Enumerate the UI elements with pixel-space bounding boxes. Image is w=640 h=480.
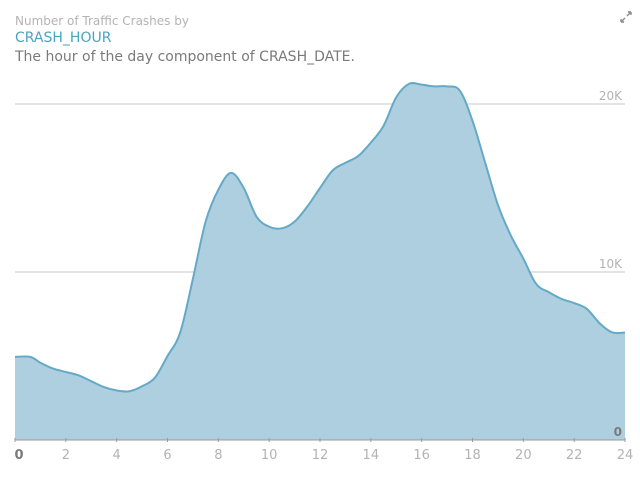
x-tick-label: 0 <box>14 448 23 463</box>
y-tick-label: 20K <box>599 89 623 103</box>
y-tick-label: 0 <box>614 425 622 439</box>
x-tick-label: 2 <box>62 448 70 463</box>
x-tick-label: 12 <box>312 448 329 463</box>
chart-subtitle[interactable]: CRASH_HOUR <box>15 30 112 46</box>
x-tick-label: 8 <box>214 448 222 463</box>
x-tick-label: 22 <box>566 448 583 463</box>
x-tick-label: 20 <box>515 448 532 463</box>
x-tick-label: 16 <box>413 448 430 463</box>
x-tick-label: 6 <box>163 448 171 463</box>
x-tick-label: 24 <box>617 448 634 463</box>
series-line <box>14 82 626 393</box>
area-fill <box>15 83 625 440</box>
chart-description: The hour of the day component of CRASH_D… <box>15 49 355 65</box>
expand-arrows-icon[interactable] <box>618 9 634 25</box>
chart-header: Number of Traffic Crashes by CRASH_HOUR <box>15 13 189 47</box>
x-tick-label: 10 <box>261 448 278 463</box>
x-tick-label: 18 <box>464 448 481 463</box>
x-tick-label: 14 <box>363 448 380 463</box>
x-tick-label: 4 <box>113 448 121 463</box>
chart-title: Number of Traffic Crashes by <box>15 14 189 28</box>
y-tick-label: 10K <box>599 257 623 271</box>
